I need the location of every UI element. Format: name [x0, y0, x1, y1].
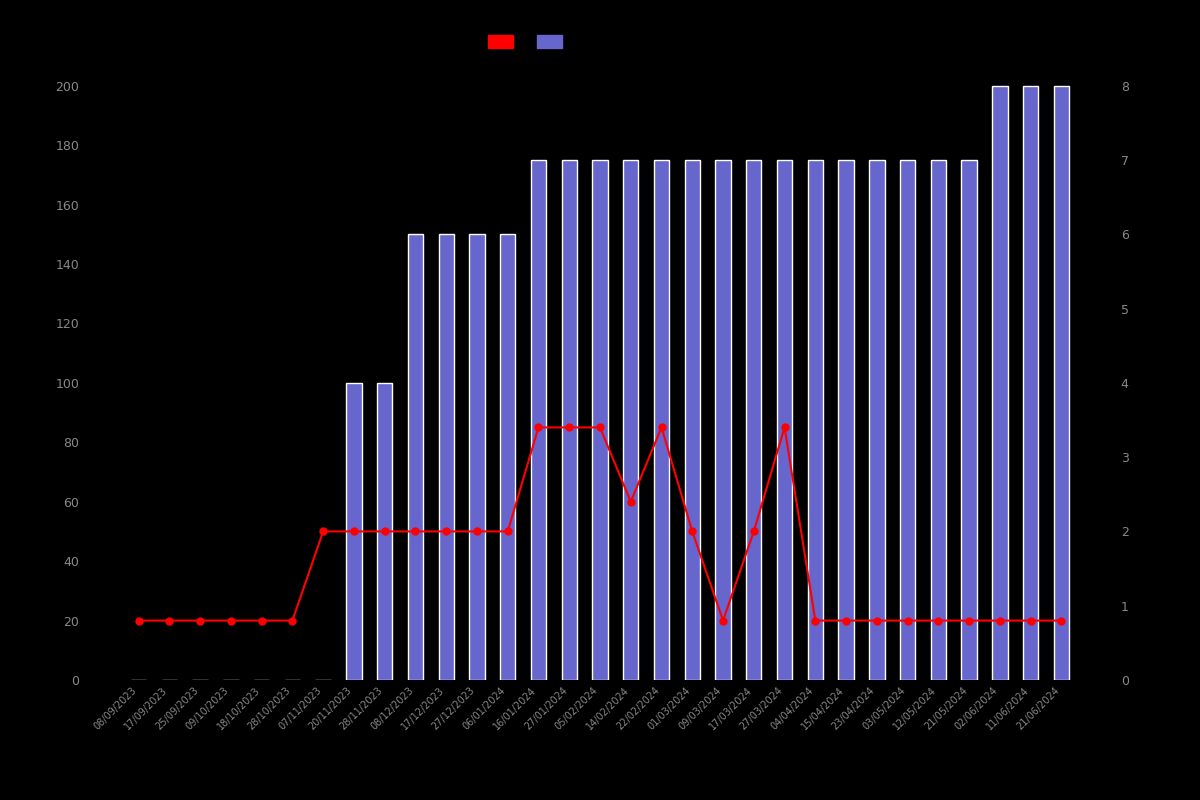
Bar	[992, 86, 1008, 680]
Point	[529, 421, 548, 434]
Bar	[746, 160, 762, 680]
Bar	[654, 160, 670, 680]
Bar	[715, 160, 731, 680]
Point	[836, 614, 856, 627]
Bar	[961, 160, 977, 680]
Bar	[438, 234, 454, 680]
Point	[714, 614, 733, 627]
Point	[1052, 614, 1072, 627]
Bar	[593, 160, 607, 680]
Point	[1021, 614, 1040, 627]
Point	[252, 614, 271, 627]
Point	[990, 614, 1009, 627]
Bar	[839, 160, 853, 680]
Bar	[808, 160, 823, 680]
Point	[590, 421, 610, 434]
Bar	[684, 160, 700, 680]
Bar	[530, 160, 546, 680]
Point	[960, 614, 979, 627]
Point	[775, 421, 794, 434]
Point	[128, 614, 148, 627]
Point	[683, 525, 702, 538]
Point	[191, 614, 210, 627]
Bar	[377, 383, 392, 680]
Bar	[500, 234, 516, 680]
Bar	[900, 160, 916, 680]
Point	[622, 495, 641, 508]
Point	[929, 614, 948, 627]
Point	[805, 614, 824, 627]
Point	[406, 525, 425, 538]
Point	[498, 525, 517, 538]
Bar	[469, 234, 485, 680]
Point	[652, 421, 671, 434]
Bar	[869, 160, 884, 680]
Point	[898, 614, 917, 627]
Bar	[562, 160, 577, 680]
Point	[221, 614, 240, 627]
Bar	[1054, 86, 1069, 680]
Point	[160, 614, 179, 627]
Point	[344, 525, 364, 538]
Point	[313, 525, 332, 538]
Point	[559, 421, 578, 434]
Bar	[623, 160, 638, 680]
Bar	[776, 160, 792, 680]
Point	[467, 525, 486, 538]
Bar	[931, 160, 946, 680]
Bar	[408, 234, 424, 680]
Point	[376, 525, 395, 538]
Point	[283, 614, 302, 627]
Point	[868, 614, 887, 627]
Legend: , : ,	[485, 31, 571, 52]
Point	[437, 525, 456, 538]
Bar	[1022, 86, 1038, 680]
Point	[744, 525, 763, 538]
Bar	[347, 383, 361, 680]
